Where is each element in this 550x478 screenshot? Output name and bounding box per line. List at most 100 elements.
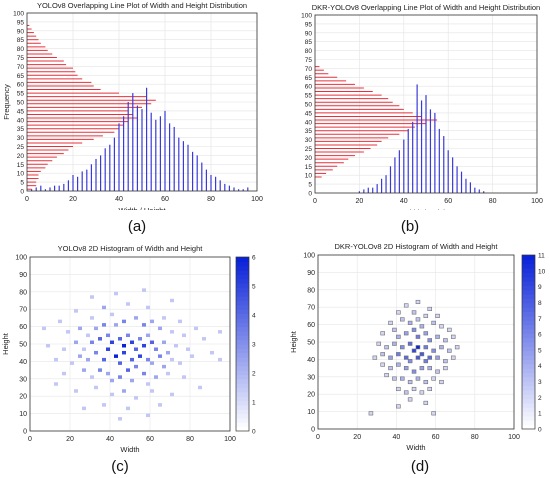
histogram-cell — [403, 366, 409, 371]
y-tick-label: 100 — [301, 13, 312, 20]
y-tick-label: 10 — [17, 171, 25, 178]
y-tick-label: 40 — [307, 357, 315, 364]
x-tick-label: 20 — [356, 198, 364, 205]
caption-c: (c) — [111, 458, 129, 475]
histogram-cell — [411, 348, 417, 353]
colorbar-segment — [522, 272, 535, 278]
histogram-cell — [392, 376, 397, 381]
caption-a: (a) — [127, 218, 147, 235]
histogram-cell — [122, 389, 126, 393]
colorbar-segment — [522, 363, 535, 369]
histogram-cell — [142, 344, 146, 348]
y-tick-label: 60 — [19, 324, 27, 331]
histogram-cell — [443, 366, 448, 371]
histogram-cell — [411, 369, 417, 374]
histogram-cell — [431, 320, 436, 325]
colorbar-tick-label: 1 — [252, 400, 256, 407]
histogram-cell — [114, 291, 118, 296]
colorbar-segment — [236, 278, 249, 284]
histogram-cell — [419, 324, 425, 329]
histogram-cell — [134, 347, 138, 351]
x-tick-label: 20 — [353, 434, 361, 441]
colorbar-segment — [236, 422, 249, 428]
histogram-cell — [190, 354, 194, 358]
histogram-cell — [146, 413, 150, 418]
colorbar-tick-label: 6 — [252, 255, 256, 262]
colorbar-segment — [236, 357, 249, 362]
histogram-cell — [210, 350, 214, 355]
y-tick-label: 90 — [307, 270, 315, 277]
colorbar-segment — [236, 339, 249, 345]
histogram-cell — [170, 298, 174, 303]
histogram-cell — [170, 392, 174, 397]
y-tick-label: 100 — [303, 253, 315, 260]
histogram-cell — [118, 417, 122, 421]
colorbar-segment — [236, 335, 249, 341]
chart-title: DKR-YOLOv8 Overlapping Line Plot of Widt… — [312, 3, 540, 12]
colorbar-segment — [522, 298, 535, 304]
y-tick-label: 10 — [305, 173, 313, 180]
y-tick-label: 90 — [305, 30, 313, 37]
histogram-cell — [411, 327, 417, 332]
histogram-cell — [423, 313, 429, 318]
histogram-cell — [150, 361, 154, 365]
histogram-cell — [162, 316, 166, 320]
colorbar-segment — [236, 348, 249, 354]
histogram-cell — [423, 331, 429, 336]
x-tick-label: 40 — [393, 434, 401, 441]
histogram-cell — [419, 390, 425, 395]
histogram-cell — [415, 376, 421, 381]
y-tick-label: 60 — [17, 82, 25, 89]
y-tick-label: 75 — [305, 57, 313, 64]
histogram-cell — [380, 362, 385, 367]
histogram-cell — [368, 411, 374, 416]
histogram-cell — [411, 386, 417, 392]
colorbar-segment — [522, 424, 535, 430]
histogram-cell — [146, 357, 150, 362]
y-tick-label: 20 — [307, 392, 315, 399]
histogram-cell — [134, 316, 138, 320]
histogram-cell — [102, 323, 106, 327]
histogram-cell — [174, 344, 178, 348]
histogram-cell — [423, 345, 429, 350]
histogram-cell — [42, 326, 46, 331]
colorbar-segment — [522, 402, 535, 408]
histogram-cell — [427, 306, 432, 311]
y-tick-label: 30 — [305, 137, 313, 144]
histogram-cell — [106, 371, 110, 376]
y-tick-label: 70 — [17, 64, 25, 71]
y-tick-label: 85 — [17, 37, 25, 44]
histogram-cell — [396, 386, 401, 392]
histogram-cell — [380, 352, 385, 357]
colorbar-segment — [236, 417, 249, 423]
y-tick-label: 60 — [307, 322, 315, 329]
y-tick-label: 50 — [305, 102, 313, 109]
histogram-cell — [118, 375, 122, 379]
colorbar-segment — [236, 413, 249, 419]
histogram-cell — [403, 390, 409, 395]
y-tick-label: 35 — [305, 128, 313, 135]
x-tick-label: 100 — [508, 434, 520, 441]
histogram-cell — [423, 379, 429, 385]
x-tick-label: 60 — [146, 436, 154, 443]
histogram-cell — [126, 302, 130, 306]
colorbar-segment — [522, 333, 535, 339]
histogram-cell — [376, 341, 382, 346]
histogram-cell — [407, 320, 413, 325]
histogram-cell — [415, 317, 421, 322]
histogram-cell — [82, 368, 86, 372]
histogram-cell — [202, 337, 206, 341]
colorbar-segment — [522, 289, 535, 295]
histogram-cell — [162, 340, 166, 344]
histogram-cell — [94, 385, 98, 390]
histogram-cell — [90, 340, 94, 344]
colorbar-segment — [522, 342, 535, 347]
colorbar-segment — [522, 411, 535, 417]
histogram-cell — [415, 299, 421, 305]
y-tick-label: 0 — [23, 429, 27, 436]
colorbar-segment — [522, 311, 535, 317]
y-tick-label: 95 — [305, 21, 313, 28]
colorbar-segment — [236, 304, 249, 310]
histogram-cell — [400, 376, 405, 381]
